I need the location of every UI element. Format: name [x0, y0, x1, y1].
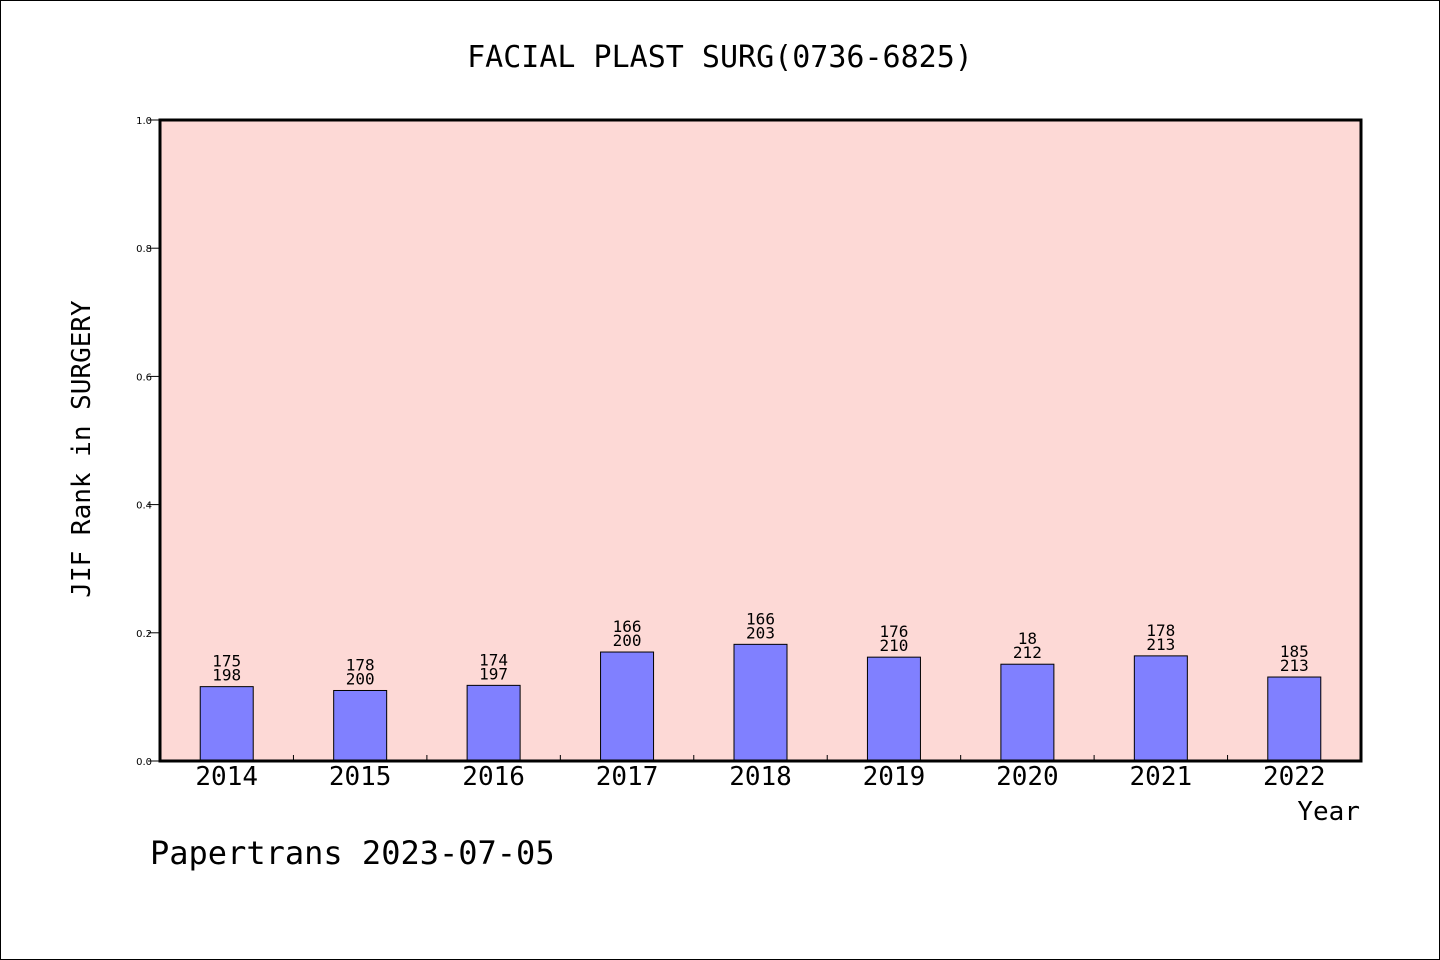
bar-rank-label: 175	[212, 652, 241, 671]
y-tick-label: 0.4	[136, 501, 152, 512]
bar	[600, 651, 655, 762]
y-tick-label: 0.8	[136, 244, 152, 255]
x-tick-label: 2019	[863, 762, 926, 792]
bar-total-label: 198	[212, 666, 241, 685]
bar-rank-label: 176	[879, 622, 908, 641]
bar-rank-label: 166	[613, 617, 642, 636]
bar-total-label: 213	[1146, 635, 1175, 654]
x-tick-label: 2015	[329, 762, 392, 792]
bar	[1267, 676, 1322, 762]
x-tick-label: 2016	[462, 762, 525, 792]
y-tick-label: 0.6	[136, 372, 152, 383]
bar	[733, 643, 788, 762]
x-tick-label: 2014	[195, 762, 258, 792]
x-tick-label: 2020	[996, 762, 1059, 792]
y-axis-label: JIF Rank in SURGERY	[67, 300, 97, 598]
y-axis: 0.0 0.2 0.4 0.6 0.8 1.0	[136, 116, 160, 768]
bar	[466, 684, 521, 762]
y-tick-label: 0.0	[136, 757, 152, 768]
x-axis: 2014 2015 2016 2017 2018 2019 2020 2021 2022	[195, 755, 1326, 792]
bar-total-label: 200	[346, 669, 375, 688]
bar-rank-label: 174	[479, 650, 508, 669]
bar-total-label: 213	[1280, 656, 1309, 675]
bar-rank-label: 185	[1280, 642, 1309, 661]
bar-total-label: 200	[613, 631, 642, 650]
bar-total-label: 212	[1013, 643, 1042, 662]
x-axis-label: Year	[1297, 797, 1360, 827]
x-tick-label: 2022	[1263, 762, 1326, 792]
bar	[199, 686, 254, 762]
watermark-text: Papertrans 2023-07-05	[150, 834, 555, 872]
chart-title: FACIAL PLAST SURG(0736-6825)	[467, 40, 973, 75]
bar-total-label: 210	[879, 636, 908, 655]
bar-rank-label: 178	[1146, 621, 1175, 640]
bar	[866, 656, 921, 762]
x-tick-label: 2018	[729, 762, 792, 792]
x-tick-label: 2017	[596, 762, 659, 792]
bar-total-label: 203	[746, 623, 775, 642]
y-tick-label: 0.2	[136, 629, 152, 640]
bar-rank-label: 166	[746, 609, 775, 628]
bar	[333, 689, 388, 762]
bar-rank-label: 18	[1018, 629, 1037, 648]
bar	[1133, 655, 1188, 762]
y-tick-label: 1.0	[136, 116, 152, 127]
bar-rank-label: 178	[346, 655, 375, 674]
plot-border	[158, 118, 1363, 763]
bar	[1000, 663, 1055, 762]
bar-total-label: 197	[479, 664, 508, 683]
x-tick-label: 2021	[1130, 762, 1193, 792]
